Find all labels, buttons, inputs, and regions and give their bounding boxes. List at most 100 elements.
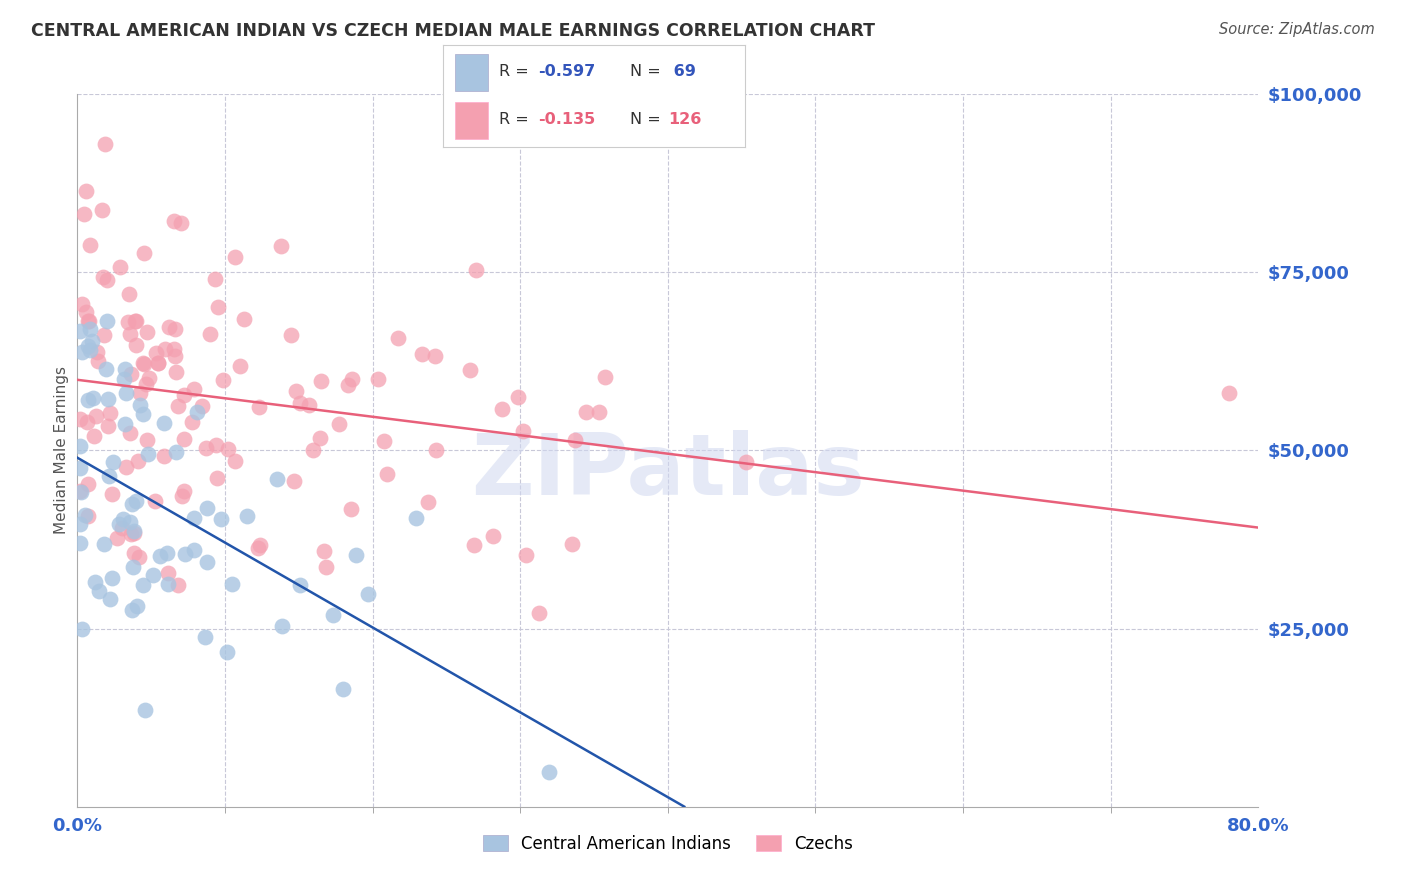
Point bbox=[97, 418, 120, 433]
Point bbox=[157, 319, 180, 334]
Point bbox=[527, 606, 550, 620]
Point bbox=[232, 311, 254, 326]
Point bbox=[142, 567, 165, 582]
Point bbox=[588, 404, 610, 418]
Point bbox=[122, 524, 145, 538]
Point bbox=[337, 378, 360, 392]
Point bbox=[69, 483, 91, 498]
Point bbox=[322, 607, 344, 622]
Point bbox=[173, 432, 195, 446]
Point bbox=[112, 372, 135, 386]
Point bbox=[134, 703, 156, 717]
Point bbox=[249, 538, 271, 552]
Point bbox=[96, 314, 118, 328]
Point bbox=[411, 346, 433, 360]
Point bbox=[491, 402, 513, 417]
Point bbox=[564, 434, 586, 448]
Point bbox=[482, 529, 505, 543]
Point bbox=[198, 327, 221, 342]
Point bbox=[194, 441, 217, 455]
Point bbox=[283, 474, 305, 488]
Point bbox=[298, 398, 321, 412]
Point bbox=[387, 331, 409, 345]
Point bbox=[280, 328, 302, 343]
Point bbox=[170, 216, 193, 230]
Point bbox=[207, 300, 229, 314]
Point bbox=[72, 622, 94, 636]
Point bbox=[217, 645, 239, 659]
Point bbox=[186, 405, 208, 419]
Point bbox=[332, 681, 354, 696]
Point bbox=[108, 260, 131, 274]
Point bbox=[93, 537, 115, 551]
Point bbox=[138, 447, 160, 461]
Bar bbox=[456, 54, 488, 91]
Legend: Central American Indians, Czechs: Central American Indians, Czechs bbox=[477, 829, 859, 860]
Point bbox=[82, 391, 104, 405]
Point bbox=[156, 546, 179, 560]
Point bbox=[84, 409, 107, 424]
Point bbox=[515, 548, 537, 562]
Point bbox=[83, 429, 105, 443]
Point bbox=[165, 365, 187, 379]
Text: -0.135: -0.135 bbox=[538, 112, 595, 128]
Point bbox=[288, 396, 311, 410]
Y-axis label: Median Male Earnings: Median Male Earnings bbox=[53, 367, 69, 534]
Point bbox=[229, 359, 252, 374]
Point bbox=[194, 630, 217, 644]
Point bbox=[75, 305, 97, 319]
Point bbox=[87, 353, 110, 368]
Point bbox=[110, 521, 132, 535]
Text: -0.597: -0.597 bbox=[538, 64, 595, 79]
Point bbox=[101, 571, 124, 585]
Point bbox=[236, 509, 259, 524]
Point bbox=[173, 547, 195, 561]
Point bbox=[163, 349, 186, 363]
Point bbox=[125, 337, 148, 351]
Point bbox=[315, 559, 337, 574]
Point bbox=[183, 511, 205, 525]
Point bbox=[247, 400, 270, 414]
Point bbox=[288, 578, 311, 592]
Point bbox=[132, 408, 155, 422]
Point bbox=[149, 549, 172, 563]
Point bbox=[93, 328, 115, 343]
Text: N =: N = bbox=[630, 112, 666, 128]
Point bbox=[340, 372, 363, 386]
Point bbox=[309, 374, 332, 388]
Point bbox=[83, 575, 105, 590]
Point bbox=[138, 371, 160, 385]
Point bbox=[90, 203, 112, 218]
Point bbox=[72, 297, 94, 311]
Point bbox=[561, 536, 583, 550]
Point bbox=[103, 455, 125, 469]
Point bbox=[136, 433, 159, 447]
Point bbox=[128, 386, 150, 401]
Point bbox=[132, 245, 155, 260]
Point bbox=[1218, 385, 1240, 400]
Point bbox=[76, 415, 98, 429]
Point bbox=[156, 566, 179, 580]
Point bbox=[163, 342, 186, 356]
Point bbox=[125, 313, 148, 327]
Point bbox=[77, 392, 100, 407]
Point bbox=[373, 434, 395, 448]
Point bbox=[94, 136, 117, 151]
Point bbox=[538, 764, 561, 779]
Point bbox=[96, 273, 118, 287]
Point bbox=[148, 356, 170, 370]
Point bbox=[205, 471, 228, 485]
Point bbox=[593, 370, 616, 384]
Point bbox=[117, 315, 139, 329]
Point bbox=[195, 500, 218, 515]
Point bbox=[575, 405, 598, 419]
Point bbox=[163, 214, 186, 228]
Point bbox=[97, 469, 120, 483]
Point bbox=[115, 386, 138, 401]
Point bbox=[125, 494, 148, 508]
Point bbox=[308, 432, 330, 446]
Point bbox=[73, 207, 96, 221]
Point bbox=[91, 270, 114, 285]
Point bbox=[69, 438, 91, 452]
Point bbox=[735, 455, 758, 469]
